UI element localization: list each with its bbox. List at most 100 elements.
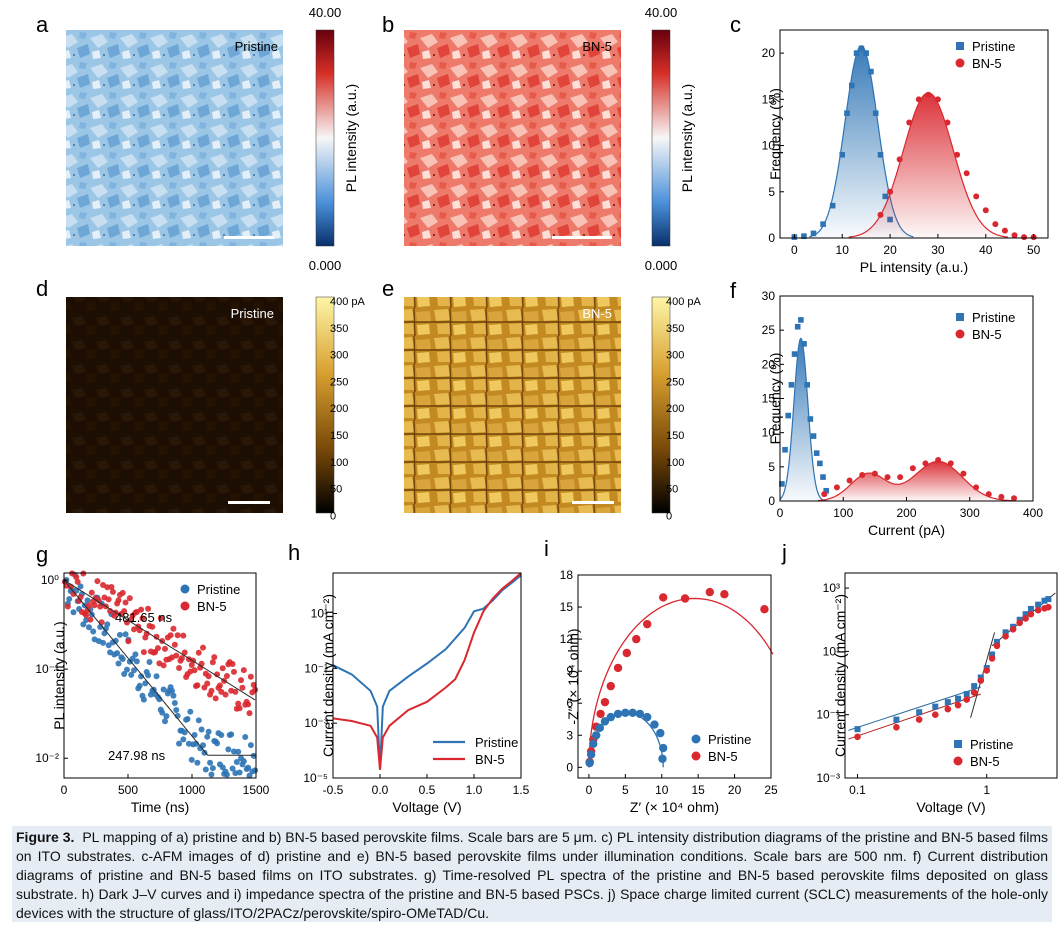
data-point-BN-5 [1021,234,1028,241]
data-point-Pristine [893,716,900,723]
data-point-Pristine [592,731,601,740]
data-point-BN-5 [252,686,259,693]
data-point-BN-5 [985,491,992,498]
x-tick-label-c: 30 [931,243,945,257]
y-tick-label-c: 10 [762,139,776,153]
data-point-Pristine [202,766,209,773]
data-point-Pristine [119,656,126,663]
x-tick-label-c: 20 [883,243,897,257]
data-point-Pristine [798,317,804,323]
data-point-Pristine [115,660,122,667]
y-tick-label-h: 10⁻⁵ [303,771,328,785]
data-point-BN-5 [173,652,180,659]
data-point-BN-5 [983,667,991,674]
data-point-BN-5 [934,96,941,103]
data-point-BN-5 [970,689,978,696]
legend-marker-i [691,734,701,744]
cafm-tick-label: 150 [666,430,684,442]
data-point-BN-5 [1045,603,1052,611]
data-point-Pristine [586,750,596,759]
data-point-Pristine [848,82,855,89]
data-point-BN-5 [73,574,80,581]
y-tick-label-h: 10⁻¹ [304,661,328,675]
data-point-BN-5 [720,590,729,599]
data-point-Pristine [153,673,160,680]
x-tick-label-g: 500 [118,783,138,797]
data-point-Pristine [858,45,865,52]
data-point-BN-5 [922,460,929,467]
data-point-BN-5 [887,188,894,195]
legend-label-f: BN-5 [972,327,1002,342]
figure-caption: Figure 3. PL mapping of a) pristine and … [12,826,1052,922]
data-point-BN-5 [94,578,101,585]
x-tick-label-f: 200 [896,506,916,520]
data-point-Pristine [621,708,630,718]
data-point-Pristine [813,450,820,456]
data-point-BN-5 [982,207,989,214]
legend-label-h: BN-5 [475,752,505,767]
data-point-Pristine [955,695,962,702]
pl-colorbar-a-min: 0.000 [309,258,342,273]
data-point-BN-5 [954,151,961,158]
panel-letter-c: c [730,12,741,37]
x-tick-label-g: 0 [61,783,68,797]
cafm-tick-label: 250 [666,376,684,388]
data-point-BN-5 [83,612,90,619]
data-point-Pristine [853,50,860,56]
y-tick-label-f: 5 [768,460,775,474]
pl-colorbar-b [651,29,671,247]
data-point-Pristine [123,666,130,673]
data-point-BN-5 [992,221,999,228]
data-point-Pristine [613,709,623,719]
data-point-Pristine [85,624,92,631]
data-point-BN-5 [246,710,253,717]
x-tick-label-i: 5 [622,783,629,797]
x-tick-label-h: 1.5 [513,783,530,797]
data-point-BN-5 [245,701,252,708]
data-point-BN-5 [1022,615,1029,622]
data-point-Pristine [252,767,259,774]
data-point-BN-5 [871,470,878,477]
data-point-BN-5 [884,474,891,481]
data-point-Pristine [228,731,235,738]
data-point-BN-5 [191,667,198,674]
data-point-Pristine [77,583,84,590]
data-point-Pristine [650,720,659,729]
data-point-BN-5 [963,696,970,703]
panel-letter-j: j [781,540,787,565]
data-point-Pristine [136,682,143,689]
y-tick-label-j: 10³ [823,581,840,595]
data-point-BN-5 [170,625,177,632]
data-point-Pristine [145,672,152,679]
data-point-Pristine [1045,596,1052,603]
legend-label-c: Pristine [972,39,1015,54]
data-point-BN-5 [209,659,216,666]
y-tick-label-i: 3 [566,728,573,742]
chart-i-impedance: i Z′ (× 10⁴ ohm) -Z″ (× 10⁴ ohm) 0 5 10 15 20 25… [544,536,778,815]
data-point-BN-5 [139,615,146,622]
data-point-Pristine [225,746,232,753]
fit-curve-BN-5 [63,579,256,701]
data-point-Pristine [207,759,214,766]
data-point-BN-5 [988,655,996,662]
data-point-Pristine [163,713,170,720]
cafm-tick-label: 400 pA [666,296,702,308]
jv-curve-Pristine [332,574,522,770]
data-point-Pristine [810,433,817,439]
caption-title: Figure 3. [16,829,75,845]
gaussian-fill-BN-5 [848,92,1008,239]
data-point-BN-5 [180,632,187,639]
y-tick-label-i: 9 [566,664,573,678]
data-point-BN-5 [854,733,861,741]
data-point-Pristine [595,723,605,732]
data-point-BN-5 [87,616,94,623]
data-point-Pristine [801,341,807,347]
data-point-BN-5 [143,630,150,637]
y-axis-label-g: PL intensity (a.u.) [51,621,67,729]
y-tick-label-f: 10 [762,426,776,440]
data-point-BN-5 [178,655,185,662]
data-point-BN-5 [1011,495,1018,502]
y-tick-label-g: 10⁰ [41,573,59,587]
y-tick-label-i: 15 [560,600,574,614]
data-point-Pristine [204,733,211,740]
